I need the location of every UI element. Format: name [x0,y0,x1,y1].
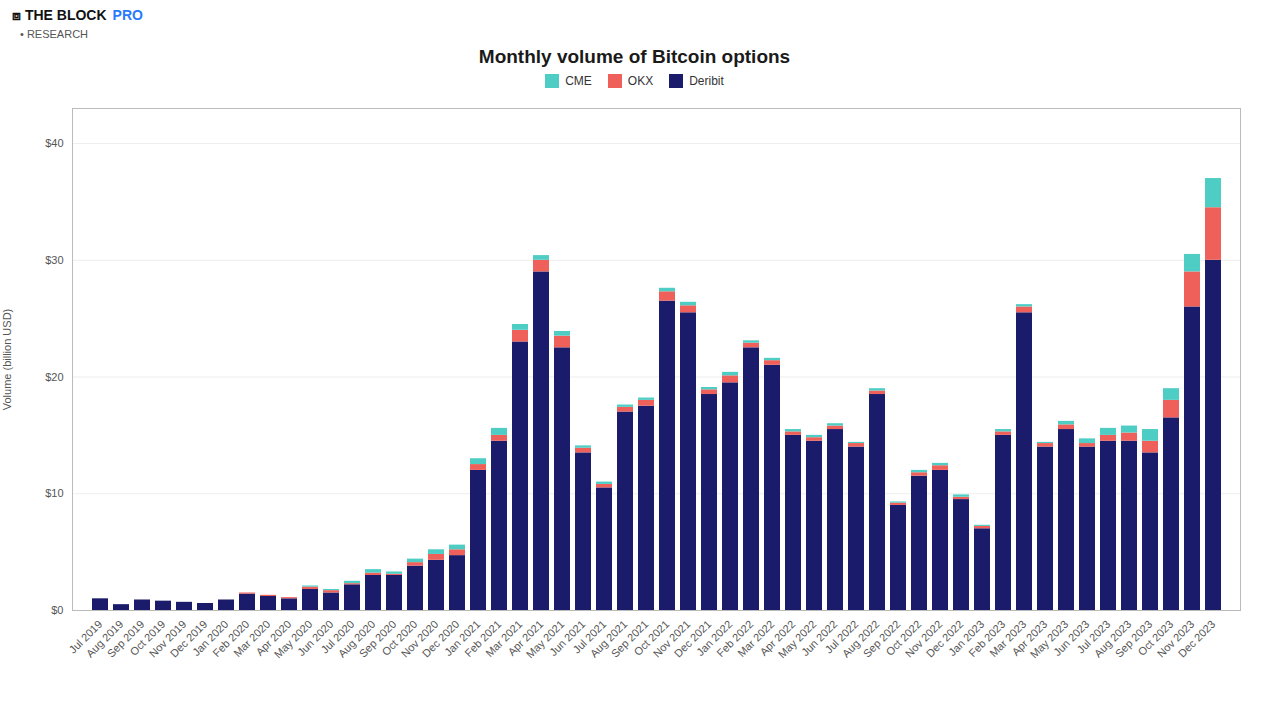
svg-text:Jul 2023: Jul 2023 [1074,617,1113,656]
svg-text:Sep 2021: Sep 2021 [608,617,651,660]
svg-text:Sep 2020: Sep 2020 [356,617,399,660]
svg-text:Jan 2020: Jan 2020 [189,617,231,659]
svg-text:Dec 2021: Dec 2021 [671,617,714,660]
svg-text:Jun 2022: Jun 2022 [798,617,840,659]
svg-text:Jan 2021: Jan 2021 [441,617,483,659]
svg-text:Apr 2021: Apr 2021 [505,617,546,658]
html-text:⧈ THE BLOCK PRO: ⧈ THE BLOCK PRO [12,7,143,23]
svg-text:Sep 2019: Sep 2019 [104,617,147,660]
svg-text:Apr 2023: Apr 2023 [1009,617,1050,658]
svg-text:Jan 2022: Jan 2022 [693,617,735,659]
svg-text:Jul 2020: Jul 2020 [318,617,357,656]
svg-text:$40: $40 [45,137,63,149]
svg-text:Mar 2023: Mar 2023 [987,617,1029,660]
svg-text:Nov 2020: Nov 2020 [398,617,441,660]
svg-text:Jun 2020: Jun 2020 [294,617,336,659]
svg-text:Oct 2023: Oct 2023 [1135,617,1176,658]
html-text:CME: CME [565,74,592,88]
svg-text:Mar 2022: Mar 2022 [735,617,777,660]
svg-text:Feb 2021: Feb 2021 [462,617,504,660]
svg-text:May 2021: May 2021 [523,617,567,661]
svg-text:Oct 2022: Oct 2022 [883,617,924,658]
html-text:Deribit: Deribit [689,74,724,88]
svg-text:Jul 2022: Jul 2022 [822,617,861,656]
svg-text:Oct 2019: Oct 2019 [127,617,168,658]
svg-text:Aug 2023: Aug 2023 [1091,617,1134,660]
svg-text:Feb 2020: Feb 2020 [210,617,252,660]
svg-text:Nov 2023: Nov 2023 [1154,617,1197,660]
svg-text:Apr 2020: Apr 2020 [253,617,294,658]
html-text:OKX: OKX [627,74,654,88]
svg-text:Sep 2022: Sep 2022 [860,617,903,660]
svg-text:Aug 2020: Aug 2020 [335,617,378,660]
svg-text:$0: $0 [51,604,63,616]
svg-text:Jan 2023: Jan 2023 [945,617,987,659]
html-text:• RESEARCH: • RESEARCH [20,28,88,40]
svg-text:Mar 2020: Mar 2020 [231,617,273,660]
svg-text:Dec 2020: Dec 2020 [419,617,462,660]
svg-text:Feb 2023: Feb 2023 [966,617,1008,660]
svg-text:$10: $10 [45,487,63,499]
svg-text:Oct 2021: Oct 2021 [631,617,672,658]
svg-text:Dec 2023: Dec 2023 [1176,618,1218,660]
svg-text:Apr 2022: Apr 2022 [757,617,798,658]
svg-text:Oct 2020: Oct 2020 [379,617,420,658]
html-text:Monthly volume of Bitcoin opti: Monthly volume of Bitcoin options [478,46,791,67]
svg-text:May 2022: May 2022 [775,617,819,661]
svg-text:Nov 2022: Nov 2022 [902,617,945,660]
svg-text:May 2020: May 2020 [271,617,315,661]
svg-text:Nov 2019: Nov 2019 [146,617,189,660]
svg-text:Sep 2023: Sep 2023 [1112,617,1155,660]
svg-text:Jun 2023: Jun 2023 [1050,617,1092,659]
svg-text:$30: $30 [45,254,63,266]
svg-text:Aug 2021: Aug 2021 [587,617,630,660]
svg-text:Feb 2022: Feb 2022 [714,617,756,660]
svg-text:Aug 2019: Aug 2019 [83,617,126,660]
svg-text:Dec 2019: Dec 2019 [167,617,210,660]
svg-text:Jun 2021: Jun 2021 [546,617,588,659]
svg-text:Jul 2019: Jul 2019 [66,617,105,656]
svg-text:Jul 2021: Jul 2021 [570,617,609,656]
svg-text:Aug 2022: Aug 2022 [839,617,882,660]
svg-text:Volume (billion USD): Volume (billion USD) [1,309,13,410]
svg-text:Nov 2021: Nov 2021 [650,617,693,660]
svg-text:May 2023: May 2023 [1027,617,1071,661]
svg-text:Dec 2022: Dec 2022 [923,617,966,660]
svg-text:$20: $20 [45,371,63,383]
svg-text:Mar 2021: Mar 2021 [483,617,525,660]
